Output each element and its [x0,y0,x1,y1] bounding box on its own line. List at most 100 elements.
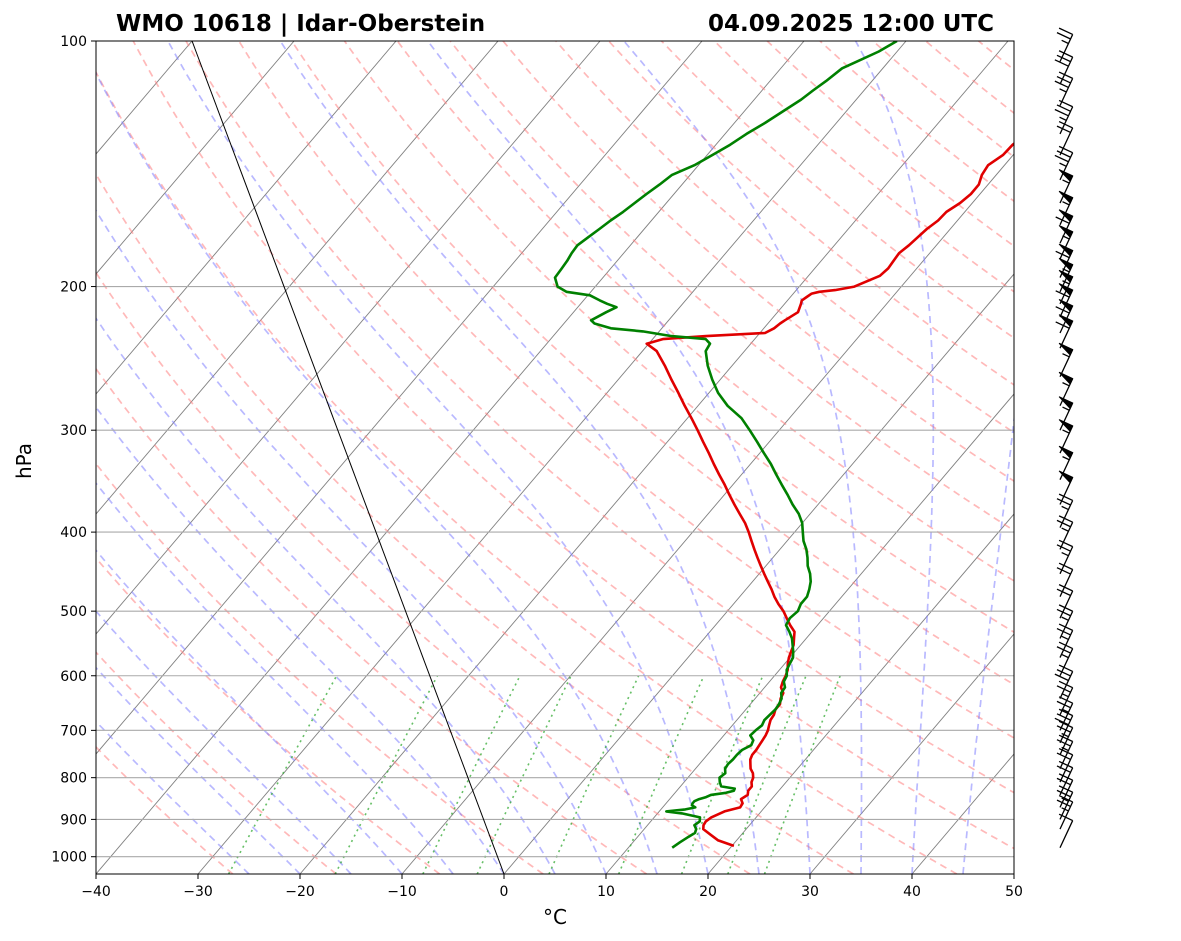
dry-adiabat-line [185,41,1014,794]
isotherm-line [809,633,1014,874]
dry-adiabat-line [290,41,1014,686]
x-tick-label: −40 [81,884,111,900]
temperature-trace [645,142,1014,848]
isotherm-line [707,513,1014,874]
wind-barb [1056,27,1074,62]
dry-adiabat-line [343,41,1014,634]
isotherm-line [96,41,601,635]
moist-adiabat-line [96,481,454,874]
y-tick-label: 600 [60,669,87,685]
wind-barb [1056,794,1074,830]
isotherm-line [96,41,499,515]
wind-barb [1054,50,1074,85]
wind-barb [1056,747,1074,783]
wind-barb [1056,720,1074,756]
wind-barb [1058,371,1074,407]
dewpoint-trace [553,41,898,849]
isotherm-line [1013,873,1014,874]
y-axis-label: hPa [12,443,36,479]
moist-adiabat-line [96,208,607,874]
dry-adiabat-line [132,41,1014,850]
y-tick-label: 1000 [51,850,87,866]
wind-barb [1054,145,1074,181]
chart-title-datetime: 04.09.2025 12:00 UTC [708,11,994,37]
wind-barb [1054,708,1074,744]
wind-barb [1058,419,1074,454]
background-lines [96,41,1181,874]
wind-barb [1056,785,1074,820]
isotherm-line [96,41,703,755]
wind-barb [1056,773,1074,808]
x-tick-label: 10 [597,884,615,900]
moist-adiabat-line [167,41,709,874]
mixing-ratio-line [422,675,521,874]
x-tick-label: 40 [903,884,921,900]
mixing-ratio-line [680,675,764,874]
dry-adiabat-line [555,41,1014,434]
wind-barbs [1054,27,1074,849]
x-tick-label: 30 [801,884,819,900]
x-tick-label: 0 [500,884,509,900]
x-axis-ticks: −40 −30 −20 −10 0 10 20 30 40 50 [81,874,1023,900]
mixing-ratio-line [476,675,572,874]
moist-adiabat-line [279,41,760,874]
plot-frame [95,40,1015,875]
moist-adiabat-line [96,71,658,874]
dry-adiabat-line [1084,41,1181,874]
dry-adiabat-line [96,172,854,874]
moist-adiabat-line [427,41,811,874]
y-tick-label: 500 [60,604,87,620]
reference-line [191,41,505,874]
wind-barb [1054,71,1074,106]
x-tick-label: −30 [183,884,213,900]
dry-adiabat-line [96,556,441,874]
isotherm-line [96,41,397,395]
y-tick-label: 700 [60,723,87,739]
moist-adiabat-line [96,405,505,874]
y-tick-label: 200 [60,280,87,296]
isotherm-line [299,41,1009,874]
y-tick-label: 900 [60,812,87,828]
x-tick-label: 50 [1005,884,1023,900]
y-tick-label: 100 [60,34,87,50]
chart-title-station: WMO 10618 | Idar-Oberstein [116,11,485,37]
wind-barb [1056,696,1074,731]
x-tick-label: 20 [699,884,717,900]
dry-adiabat-line [96,651,337,874]
wind-barb [1058,813,1074,849]
moist-adiabat-line [96,549,403,874]
dry-adiabat-line [608,41,1014,386]
moist-adiabat-line [96,316,556,874]
isotherm-line [96,41,295,275]
mixing-ratio-line [763,675,841,874]
dry-adiabat-line [96,462,544,874]
wind-barb [1056,760,1074,796]
moist-adiabat-line [96,720,250,874]
wind-barb [1058,169,1074,204]
dry-adiabat-line [96,70,958,874]
sounding-profiles [191,41,1014,874]
x-axis-label: °C [543,905,567,929]
dry-adiabat-line [396,41,1014,582]
dry-adiabat-line [977,41,1014,71]
isotherm-line [503,273,1014,874]
y-tick-label: 300 [60,423,87,439]
wind-barb [1056,515,1074,550]
mixing-ratio-line [727,675,807,874]
wind-barb [1056,584,1074,619]
y-tick-label: 400 [60,525,87,541]
dry-adiabat-line [96,745,234,874]
isotherm-line [197,41,907,874]
x-tick-label: −10 [387,884,417,900]
dry-adiabat-line [238,41,1014,739]
dry-adiabat-line [502,41,1014,483]
wind-barb [1056,120,1074,156]
isobar-grid [96,40,1014,858]
dry-adiabat-line [819,41,1014,203]
x-tick-label: −20 [285,884,315,900]
wind-barb [1056,604,1074,639]
dry-adiabat-line [1031,41,1181,874]
mixing-ratio-line [334,675,439,874]
moist-adiabat-line [96,609,352,874]
wind-barb [1058,190,1074,226]
